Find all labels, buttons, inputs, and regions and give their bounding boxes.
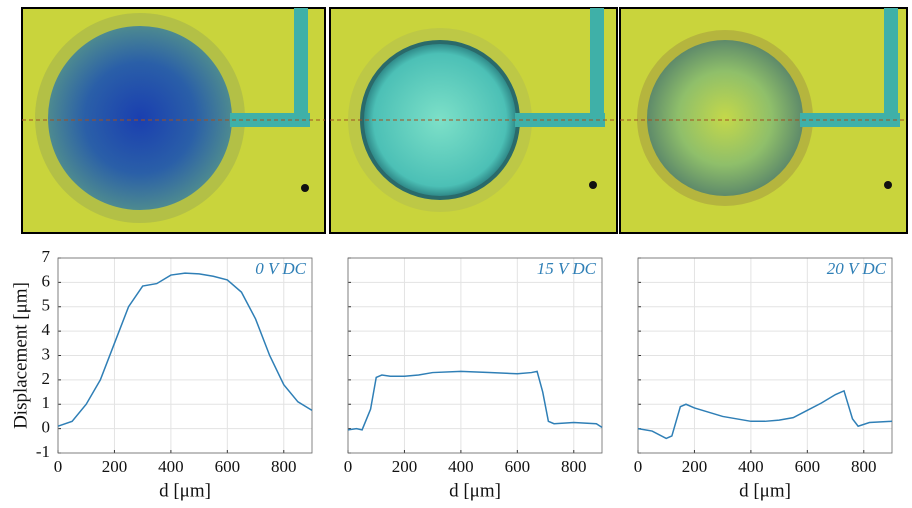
x-tick-label: 400 — [158, 457, 184, 476]
image-feature — [800, 113, 900, 127]
plot-frame — [347, 257, 603, 454]
plot-frame — [637, 257, 893, 454]
data-line — [57, 272, 313, 427]
annotation: 0 V DC — [255, 259, 306, 278]
x-axis-label: d [μm] — [739, 480, 791, 501]
x-tick-label: 800 — [561, 457, 587, 476]
y-tick-label: 0 — [42, 418, 51, 437]
x-tick-label: 400 — [738, 457, 764, 476]
x-tick-label: 800 — [271, 457, 297, 476]
annotation: 15 V DC — [537, 259, 597, 278]
y-tick-label: 5 — [42, 296, 51, 315]
image-feature — [48, 26, 232, 210]
y-axis-label: Displacement [μm] — [10, 282, 31, 429]
x-tick-label: 800 — [851, 457, 877, 476]
image-feature — [589, 181, 597, 189]
y-tick-label: 3 — [42, 344, 51, 363]
x-axis-label: d [μm] — [159, 480, 211, 501]
x-tick-label: 600 — [215, 457, 241, 476]
x-tick-label: 0 — [54, 457, 63, 476]
y-tick-label: 1 — [42, 393, 51, 412]
x-axis-label: d [μm] — [449, 480, 501, 501]
plot-frame — [57, 257, 313, 454]
image-feature — [515, 113, 605, 127]
y-tick-label: 7 — [42, 247, 51, 266]
x-tick-label: 0 — [344, 457, 353, 476]
y-tick-label: 6 — [42, 271, 51, 290]
y-tick-label: 2 — [42, 369, 51, 388]
x-tick-label: 200 — [392, 457, 418, 476]
image-feature — [647, 40, 803, 196]
x-tick-label: 200 — [102, 457, 128, 476]
x-tick-label: 400 — [448, 457, 474, 476]
y-tick-label: -1 — [36, 442, 50, 461]
micrographs — [21, 7, 908, 234]
x-tick-label: 0 — [634, 457, 643, 476]
image-feature — [301, 184, 309, 192]
x-tick-label: 600 — [505, 457, 531, 476]
annotation: 20 V DC — [827, 259, 887, 278]
image-feature — [884, 181, 892, 189]
image-feature — [884, 8, 898, 127]
data-line — [347, 370, 603, 431]
image-feature — [590, 8, 604, 127]
x-tick-label: 200 — [682, 457, 708, 476]
data-line — [637, 389, 893, 440]
y-tick-label: 4 — [42, 320, 51, 339]
image-feature — [294, 8, 308, 127]
x-tick-label: 600 — [795, 457, 821, 476]
